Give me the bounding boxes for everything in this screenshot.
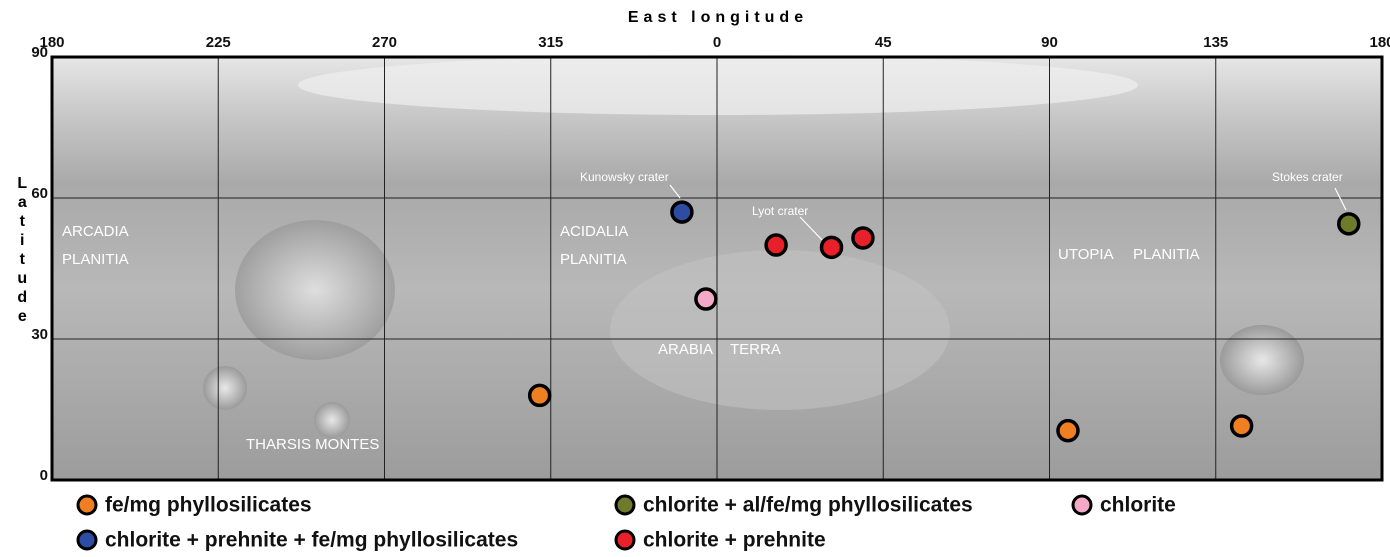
region-label: TERRA xyxy=(730,341,781,358)
y-tick-label: 0 xyxy=(40,467,48,484)
site-marker xyxy=(853,228,873,248)
legend-marker xyxy=(78,531,96,549)
y-tick-label: 90 xyxy=(31,44,48,61)
site-marker xyxy=(696,289,716,309)
region-label: PLANITIA xyxy=(62,251,129,268)
region-label: THARSIS MONTES xyxy=(246,436,379,453)
terra xyxy=(610,250,950,410)
volcano xyxy=(203,366,247,410)
legend-marker xyxy=(616,531,634,549)
legend-label: chlorite + prehnite + fe/mg phyllosilica… xyxy=(105,529,518,552)
x-tick-label: 315 xyxy=(538,34,563,51)
x-tick-label: 225 xyxy=(206,34,231,51)
site-marker xyxy=(530,385,550,405)
site-marker xyxy=(822,237,842,257)
legend-marker xyxy=(78,496,96,514)
y-tick-label: 60 xyxy=(31,185,48,202)
region-label: ARABIA xyxy=(658,341,713,358)
y-tick-label: 30 xyxy=(31,326,48,343)
site-marker xyxy=(766,235,786,255)
legend-label: fe/mg phyllosilicates xyxy=(105,494,312,517)
volcano xyxy=(314,402,350,438)
crater-label: Lyot crater xyxy=(752,204,808,218)
x-tick-label: 180 xyxy=(1369,34,1390,51)
site-marker xyxy=(672,202,692,222)
region-label: ARCADIA xyxy=(62,223,129,240)
site-marker xyxy=(1058,421,1078,441)
site-marker xyxy=(1339,214,1359,234)
polar-cap xyxy=(298,55,1138,115)
x-tick-label: 0 xyxy=(713,34,721,51)
legend-marker xyxy=(1073,496,1091,514)
volcano xyxy=(1220,325,1304,395)
legend-marker xyxy=(616,496,634,514)
region-label: ACIDALIA xyxy=(560,223,628,240)
legend-label: chlorite + al/fe/mg phyllosilicates xyxy=(643,494,973,517)
y-axis-title: Latitude xyxy=(14,175,31,327)
crater-label: Stokes crater xyxy=(1272,170,1343,184)
region-label: UTOPIA xyxy=(1058,246,1114,263)
crater-label: Kunowsky crater xyxy=(580,170,669,184)
map-figure: East longitude Latitude 180 225 270 315 0 45 9… xyxy=(0,0,1390,552)
x-tick-label: 135 xyxy=(1203,34,1228,51)
region-label: PLANITIA xyxy=(1133,246,1200,263)
x-tick-label: 45 xyxy=(875,34,892,51)
x-tick-label: 270 xyxy=(372,34,397,51)
region-label: PLANITIA xyxy=(560,251,627,268)
legend-label: chlorite + prehnite xyxy=(643,529,826,552)
x-tick-label: 90 xyxy=(1041,34,1058,51)
legend-label: chlorite xyxy=(1100,494,1176,517)
site-marker xyxy=(1232,416,1252,436)
x-axis-title: East longitude xyxy=(628,9,808,26)
